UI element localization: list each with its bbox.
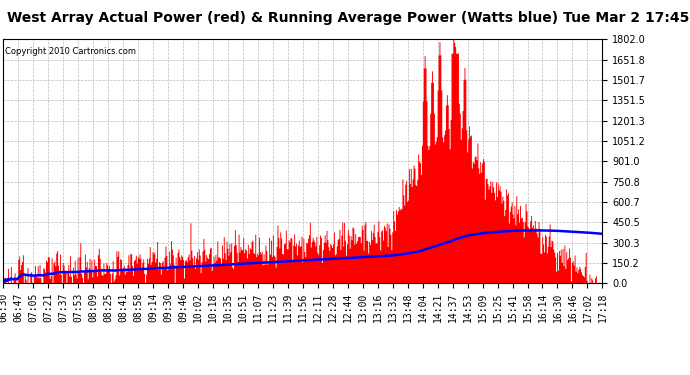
Text: West Array Actual Power (red) & Running Average Power (Watts blue) Tue Mar 2 17:: West Array Actual Power (red) & Running … [7, 11, 689, 25]
Text: Copyright 2010 Cartronics.com: Copyright 2010 Cartronics.com [5, 47, 136, 56]
